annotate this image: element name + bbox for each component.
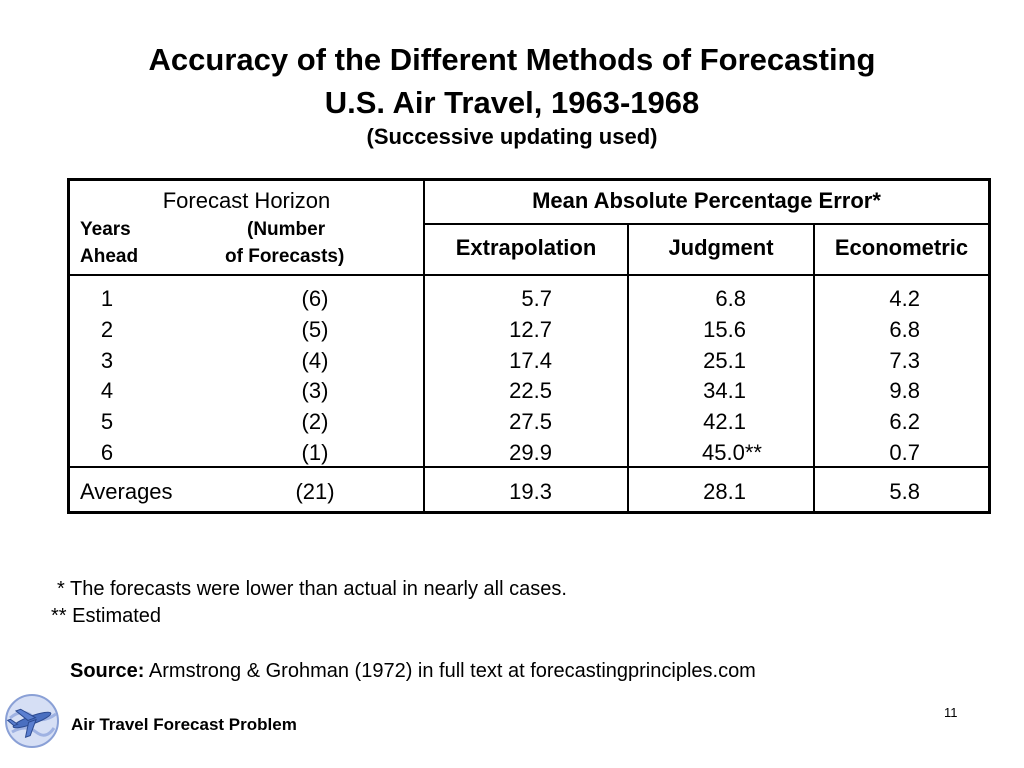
page-number: 11	[944, 705, 958, 720]
table-cell: 0.7	[889, 439, 920, 465]
table-cell: 5.7	[521, 286, 552, 311]
table-cell: (2)	[301, 409, 329, 435]
number-label: (Number	[247, 219, 326, 240]
table-divider	[423, 181, 425, 511]
table-cell: 4.2	[889, 286, 920, 311]
table-cell: 9.8	[889, 378, 920, 404]
averages-judgment: 28.1	[703, 479, 746, 504]
column-header-judgment: Judgment	[668, 235, 774, 260]
table-divider	[70, 466, 988, 468]
table-cell: 5	[100, 409, 114, 435]
econometric-column: 4.2 6.8 7.3 9.8 6.2 0.7	[870, 284, 920, 469]
table-cell: 6	[100, 439, 114, 465]
table-cell: 3	[100, 347, 114, 373]
source-line: Source: Armstrong & Grohman (1972) in fu…	[70, 660, 756, 683]
table-cell: 27.5	[509, 409, 552, 435]
forecast-accuracy-table: Forecast Horizon Years Ahead (Number of …	[67, 178, 991, 514]
forecasts-count-column: (6) (5) (4) (3) (2) (1)	[290, 284, 340, 469]
slide-subtitle: (Successive updating used)	[366, 124, 658, 149]
table-cell: 2	[100, 316, 114, 342]
years-label-2: Ahead	[80, 246, 139, 267]
airplane-globe-icon	[2, 688, 62, 750]
number-label-2: of Forecasts)	[225, 246, 345, 267]
table-cell: 29.9	[509, 439, 552, 465]
table-cell: 45.0**	[702, 439, 762, 465]
column-header-econometric: Econometric	[834, 235, 969, 260]
table-cell: 1	[100, 286, 114, 311]
table-cell: (5)	[301, 316, 329, 342]
slide-title-line2: U.S. Air Travel, 1963-1968	[324, 85, 700, 120]
extrapolation-column: 5.7 12.7 17.4 22.5 27.5 29.9	[490, 284, 552, 469]
years-label: Years	[80, 219, 131, 240]
table-cell: 12.7	[509, 316, 552, 342]
table-cell: 6.2	[889, 409, 920, 435]
footnote-lower-than-actual: * The forecasts were lower than actual i…	[57, 578, 567, 600]
column-header-extrapolation: Extrapolation	[455, 235, 597, 260]
table-cell: 7.3	[889, 347, 920, 373]
averages-extrapolation: 19.3	[509, 479, 552, 504]
table-cell: 42.1	[703, 409, 746, 435]
footnote-estimated: ** Estimated	[51, 605, 162, 627]
table-cell: 22.5	[509, 378, 552, 404]
slide-footer: Air Travel Forecast Problem	[71, 715, 297, 734]
source-label: Source:	[70, 660, 145, 682]
table-cell: 6.8	[715, 286, 746, 311]
table-divider	[70, 274, 988, 276]
table-cell: 25.1	[703, 347, 746, 373]
table-cell: 17.4	[509, 347, 552, 373]
slide-title: Accuracy of the Different Methods of For…	[148, 42, 876, 77]
table-cell: (6)	[301, 286, 329, 311]
averages-label: Averages	[80, 479, 173, 504]
table-cell: 4	[100, 378, 114, 404]
table-cell: 15.6	[703, 316, 746, 342]
years-column: 1 2 3 4 5 6	[92, 284, 122, 469]
table-cell: (1)	[301, 439, 329, 465]
averages-forecasts: (21)	[295, 479, 335, 504]
forecast-horizon-header: Forecast Horizon	[162, 188, 331, 213]
table-cell: (4)	[301, 347, 329, 373]
table-divider	[627, 224, 629, 511]
mape-header: Mean Absolute Percentage Error*	[532, 188, 881, 213]
table-divider	[424, 223, 988, 225]
judgment-column: 6.8 15.6 25.1 34.1 42.1 45.0**	[696, 284, 806, 469]
averages-econometric: 5.8	[889, 479, 920, 504]
table-divider	[813, 224, 815, 511]
table-cell: 6.8	[889, 316, 920, 342]
source-text: Armstrong & Grohman (1972) in full text …	[148, 660, 756, 682]
table-cell: (3)	[301, 378, 329, 404]
table-cell: 34.1	[703, 378, 746, 404]
